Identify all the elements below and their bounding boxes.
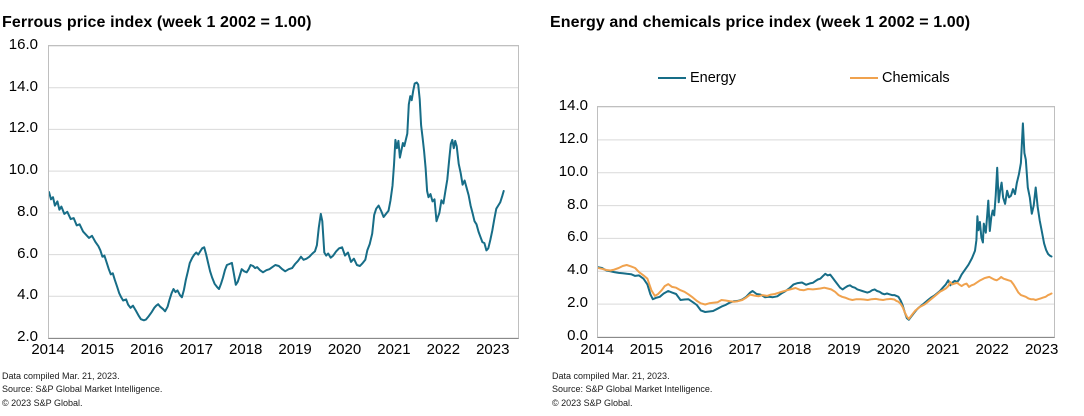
legend-item-chemicals: Chemicals (850, 69, 950, 87)
ferrous-chart-title: Ferrous price index (week 1 2002 = 1.00) (2, 14, 312, 32)
ferrous-footnote: Data compiled Mar. 21, 2023. Source: S&P… (2, 370, 162, 410)
x-tick-label: 2016 (679, 341, 713, 358)
energy-line-swatch-icon (658, 76, 686, 80)
ferrous-plot-area (48, 45, 519, 339)
y-tick-label: 14.0 (558, 97, 588, 114)
x-tick-label: 2017 (179, 341, 213, 358)
y-tick-label: 8.0 (567, 195, 588, 213)
y-tick-label: 4.0 (567, 261, 588, 279)
x-tick-label: 2018 (228, 341, 263, 358)
y-tick-label: 10.0 (8, 161, 38, 179)
y-tick-label: 8.0 (17, 202, 38, 220)
x-tick-label: 2014 (31, 341, 65, 358)
x-tick-label: 2019 (827, 341, 861, 358)
x-tick-label: 2023 (476, 341, 510, 358)
x-tick-label: 2016 (130, 341, 164, 358)
x-tick-label: 2020 (876, 341, 911, 358)
x-tick-label: 2021 (926, 341, 960, 358)
footnote-line-copyright: © 2023 S&P Global. (552, 397, 633, 408)
y-tick-label: 12.0 (558, 129, 588, 147)
y-tick-label: 16.0 (8, 36, 38, 53)
x-tick-label: 2022 (975, 341, 1009, 358)
y-tick-label: 2.0 (567, 294, 588, 312)
ferrous-chart-panel: Ferrous price index (week 1 2002 = 1.00)… (0, 0, 540, 416)
footnote-line-compiled: Data compiled Mar. 21, 2023. (2, 371, 120, 381)
y-tick-label: 14.0 (8, 77, 38, 95)
y-tick-label: 2.0 (17, 328, 38, 345)
x-tick-label: 2014 (580, 341, 614, 358)
x-tick-label: 2020 (327, 341, 362, 358)
x-tick-label: 2015 (80, 341, 115, 358)
y-tick-label: 10.0 (558, 162, 588, 180)
chart-legend: Energy Chemicals (545, 69, 1084, 87)
energy-chemicals-footnote: Data compiled Mar. 21, 2023. Source: S&P… (552, 370, 712, 410)
y-tick-label: 6.0 (567, 228, 588, 246)
y-tick-label: 12.0 (8, 119, 38, 137)
x-tick-label: 2023 (1024, 341, 1059, 358)
x-tick-label: 2021 (377, 341, 411, 358)
footnote-line-copyright: © 2023 S&P Global. (2, 397, 83, 408)
footnote-line-source: Source: S&P Global Market Intelligence. (552, 384, 713, 395)
x-tick-label: 2015 (629, 341, 664, 358)
footnote-line-compiled: Data compiled Mar. 21, 2023. (552, 371, 670, 381)
y-tick-label: 0.0 (567, 327, 588, 344)
y-tick-label: 4.0 (17, 286, 38, 304)
legend-item-energy: Energy (658, 69, 736, 87)
legend-label-energy: Energy (690, 70, 736, 86)
energy-chemicals-chart-title: Energy and chemicals price index (week 1… (550, 14, 971, 32)
x-tick-label: 2018 (777, 341, 812, 358)
energy-chemicals-x-axis: 2014 2015 2016 2017 2018 2019 2020 2021 2022 2023 (545, 341, 1084, 359)
chemicals-line-swatch-icon (850, 76, 878, 80)
x-tick-label: 2017 (728, 341, 762, 358)
y-tick-label: 6.0 (17, 244, 38, 262)
energy-chemicals-plot-area (597, 106, 1055, 338)
footnote-line-source: Source: S&P Global Market Intelligence. (2, 384, 163, 395)
x-tick-label: 2022 (426, 341, 461, 358)
energy-chemicals-chart-panel: Energy and chemicals price index (week 1… (545, 0, 1084, 416)
ferrous-x-axis: 2014 2015 2016 2017 2018 2019 2020 2021 2022 2023 (0, 341, 540, 359)
x-tick-label: 2019 (278, 341, 312, 358)
legend-label-chemicals: Chemicals (882, 70, 950, 86)
